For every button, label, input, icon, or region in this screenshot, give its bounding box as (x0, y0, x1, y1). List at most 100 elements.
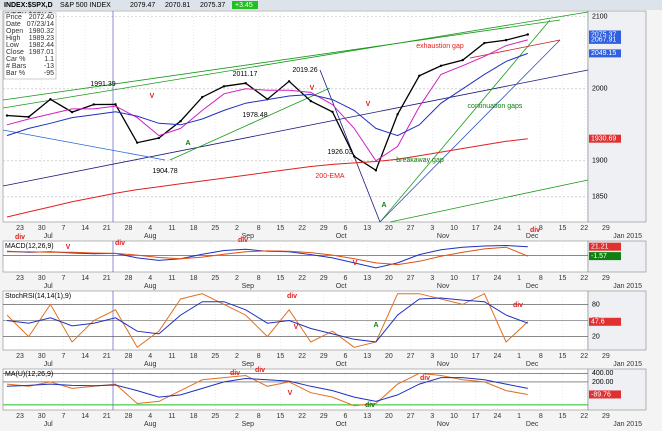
x-tick-label: 22 (298, 225, 306, 232)
x-tick-label: 13 (363, 413, 371, 420)
x-tick-label: 7 (61, 275, 65, 282)
month-label: Jul (44, 233, 53, 240)
x-tick-label: 1 (517, 275, 521, 282)
y-tick-label: 2000 (592, 86, 608, 93)
x-tick-label: 3 (430, 275, 434, 282)
annotation: V (310, 85, 315, 92)
info-label: Date (6, 21, 21, 28)
trend-line (2, 69, 589, 187)
x-tick-label: 29 (602, 225, 610, 232)
month-label: Sep (242, 233, 255, 240)
info-value: 1989.23 (29, 35, 54, 42)
close-point (353, 155, 356, 158)
x-tick-label: 27 (407, 353, 415, 360)
x-tick-label: 14 (81, 275, 89, 282)
x-tick-label: 14 (81, 225, 89, 232)
month-label: Jan 2015 (613, 233, 642, 240)
symbol: INDEX:$SPX,D (4, 2, 53, 9)
info-label: # Bars (6, 63, 27, 70)
series-line (6, 138, 528, 218)
x-tick-label: 23 (16, 275, 24, 282)
x-tick-label: 21 (103, 275, 111, 282)
x-tick-label: 3 (430, 413, 434, 420)
annotation: div (420, 375, 430, 382)
annotation: 1926.03 (327, 149, 352, 156)
y-tick-label: 1850 (592, 194, 608, 201)
annotation: V (294, 324, 299, 331)
x-tick-label: 2 (235, 225, 239, 232)
quote: 2070.81 (165, 2, 190, 9)
x-tick-label: 15 (277, 275, 285, 282)
month-label: Dec (526, 421, 539, 428)
annotation: div (255, 367, 265, 374)
x-tick-label: 21 (103, 353, 111, 360)
annotation: V (353, 260, 358, 267)
plot-area (2, 10, 589, 223)
month-label: Sep (242, 421, 255, 428)
x-tick-label: 3 (430, 353, 434, 360)
series-line (6, 293, 529, 349)
info-box (3, 12, 57, 80)
close-point (92, 103, 96, 106)
annotation: div (15, 234, 25, 241)
info-value: 1982.44 (29, 42, 54, 49)
quote: 2079.47 (130, 2, 155, 9)
value-tag (589, 252, 621, 261)
annotation: div (115, 240, 125, 247)
info-value: 07/23/14 (27, 21, 54, 28)
x-tick-label: 22 (580, 353, 588, 360)
x-tick-label: 2 (235, 275, 239, 282)
x-tick-label: 30 (38, 225, 46, 232)
x-tick-label: 28 (125, 413, 133, 420)
month-label: Nov (437, 361, 450, 368)
x-tick-label: 25 (211, 413, 219, 420)
y-tick-label: 1900 (592, 158, 608, 165)
annotation: 1978.48 (242, 112, 267, 119)
x-tick-label: 3 (430, 225, 434, 232)
change: +3.45 (235, 2, 253, 9)
x-tick-label: 27 (407, 225, 415, 232)
trend-line (2, 11, 589, 109)
month-label: Jan 2015 (613, 421, 642, 428)
value-tag-label: 1930.69 (591, 136, 616, 143)
x-tick-label: 27 (407, 413, 415, 420)
month-label: Jul (44, 421, 53, 428)
x-tick-label: 30 (38, 413, 46, 420)
x-tick-label: 13 (363, 225, 371, 232)
value-tag (589, 134, 621, 143)
x-tick-label: 27 (407, 275, 415, 282)
plot-area (2, 368, 589, 411)
x-tick-label: 7 (61, 353, 65, 360)
x-tick-label: 15 (559, 353, 567, 360)
info-label: Low (6, 42, 20, 49)
series-line (6, 377, 528, 402)
x-tick-label: 18 (190, 225, 198, 232)
x-tick-label: 21 (103, 225, 111, 232)
series-line (6, 297, 528, 343)
trend-line (389, 179, 589, 223)
close-point (483, 41, 486, 45)
info-label: Bar % (6, 70, 25, 77)
x-tick-label: 24 (494, 413, 502, 420)
x-tick-label: 21 (103, 413, 111, 420)
x-tick-label: 22 (298, 353, 306, 360)
info-value: -95 (44, 70, 54, 77)
month-label: Aug (144, 233, 157, 240)
quote: 2075.37 (200, 2, 225, 9)
info-value: 1980.32 (29, 28, 54, 35)
value-tag-label: 2049.15 (591, 50, 616, 57)
x-tick-label: 4 (148, 225, 152, 232)
x-tick-label: 11 (168, 413, 175, 420)
x-tick-label: 25 (211, 353, 219, 360)
month-label: Aug (144, 361, 157, 368)
value-tag-label: 2067.91 (591, 37, 616, 44)
close-point (331, 110, 334, 114)
info-value: 1.1 (44, 56, 54, 63)
x-tick-label: 18 (190, 413, 198, 420)
close-point (157, 136, 161, 140)
info-value: -13 (44, 63, 54, 70)
x-tick-label: 10 (450, 413, 458, 420)
x-tick-label: 8 (539, 275, 543, 282)
month-label: Oct (336, 283, 347, 290)
month-label: Dec (526, 361, 539, 368)
